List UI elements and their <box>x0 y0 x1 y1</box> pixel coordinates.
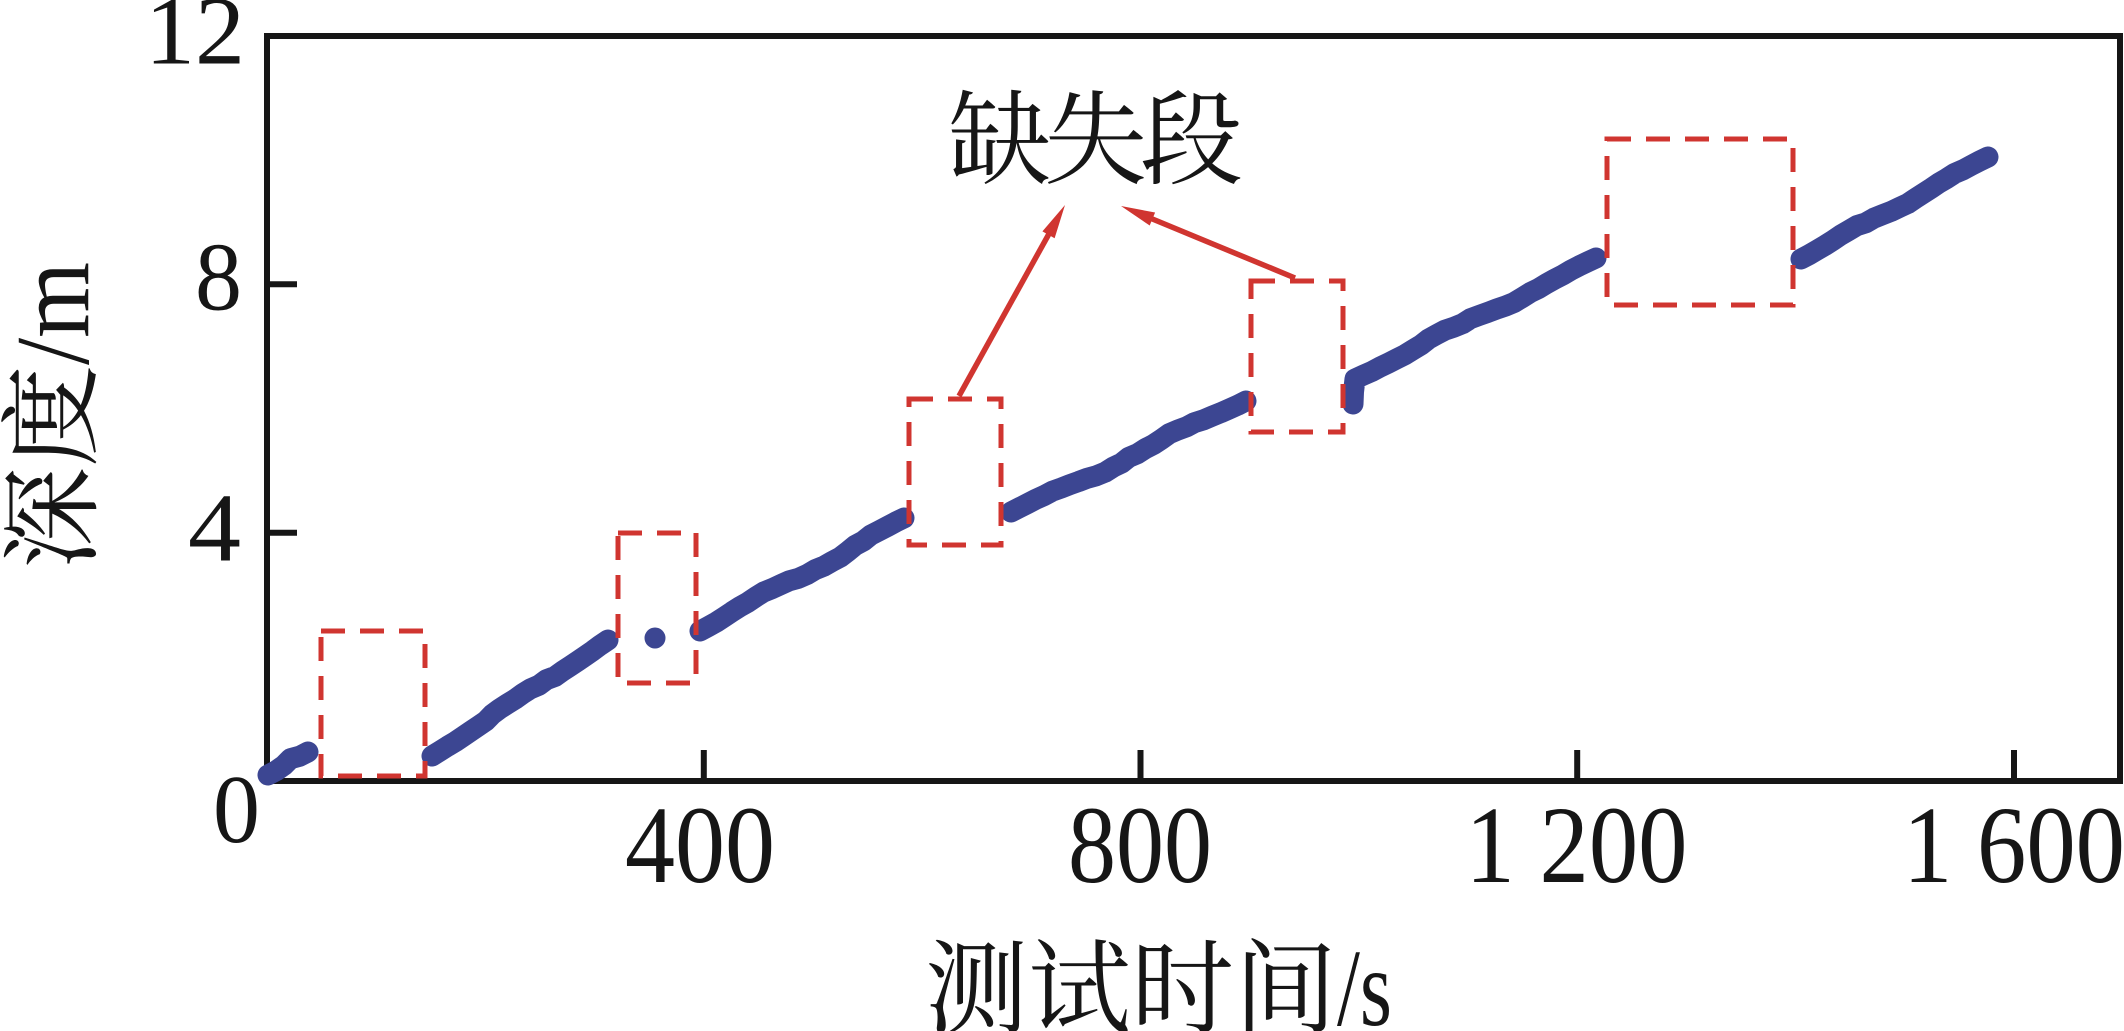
svg-text:400: 400 <box>625 784 775 906</box>
svg-text:/m: /m <box>0 262 111 365</box>
svg-text:/s: /s <box>1337 927 1392 1031</box>
svg-text:4: 4 <box>188 475 241 583</box>
svg-text:12: 12 <box>145 0 245 86</box>
svg-text:0: 0 <box>213 756 260 864</box>
svg-text:1 200: 1 200 <box>1466 784 1688 906</box>
svg-text:1 600: 1 600 <box>1903 784 2124 906</box>
svg-text:8: 8 <box>195 224 242 332</box>
svg-text:800: 800 <box>1068 784 1212 906</box>
